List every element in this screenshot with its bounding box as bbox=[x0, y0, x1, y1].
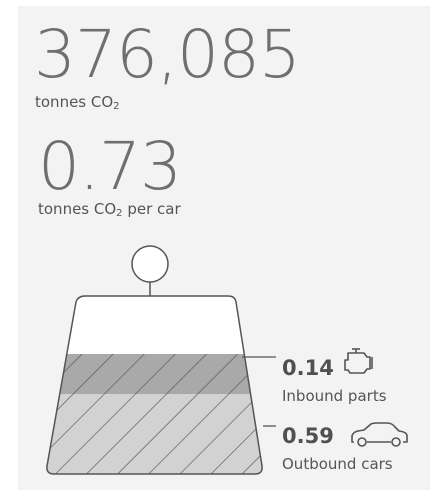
per-car-emissions-unit: tonnes CO2 per car bbox=[38, 200, 181, 219]
total-emissions-unit: tonnes CO2 bbox=[35, 93, 120, 112]
outbound-cars-value: 0.59 bbox=[282, 424, 334, 448]
weight-outline bbox=[46, 295, 263, 475]
weight-ring bbox=[131, 245, 169, 283]
engine-icon bbox=[344, 348, 373, 374]
inbound-parts-label: Inbound parts bbox=[282, 387, 387, 405]
car-icon bbox=[351, 422, 408, 447]
inbound-parts-value: 0.14 bbox=[282, 356, 334, 380]
hatch-pattern bbox=[46, 354, 263, 474]
per-car-emissions-value: 0.73 bbox=[38, 128, 182, 205]
total-emissions-value: 376,085 bbox=[34, 16, 301, 93]
outbound-cars-label: Outbound cars bbox=[282, 455, 393, 473]
